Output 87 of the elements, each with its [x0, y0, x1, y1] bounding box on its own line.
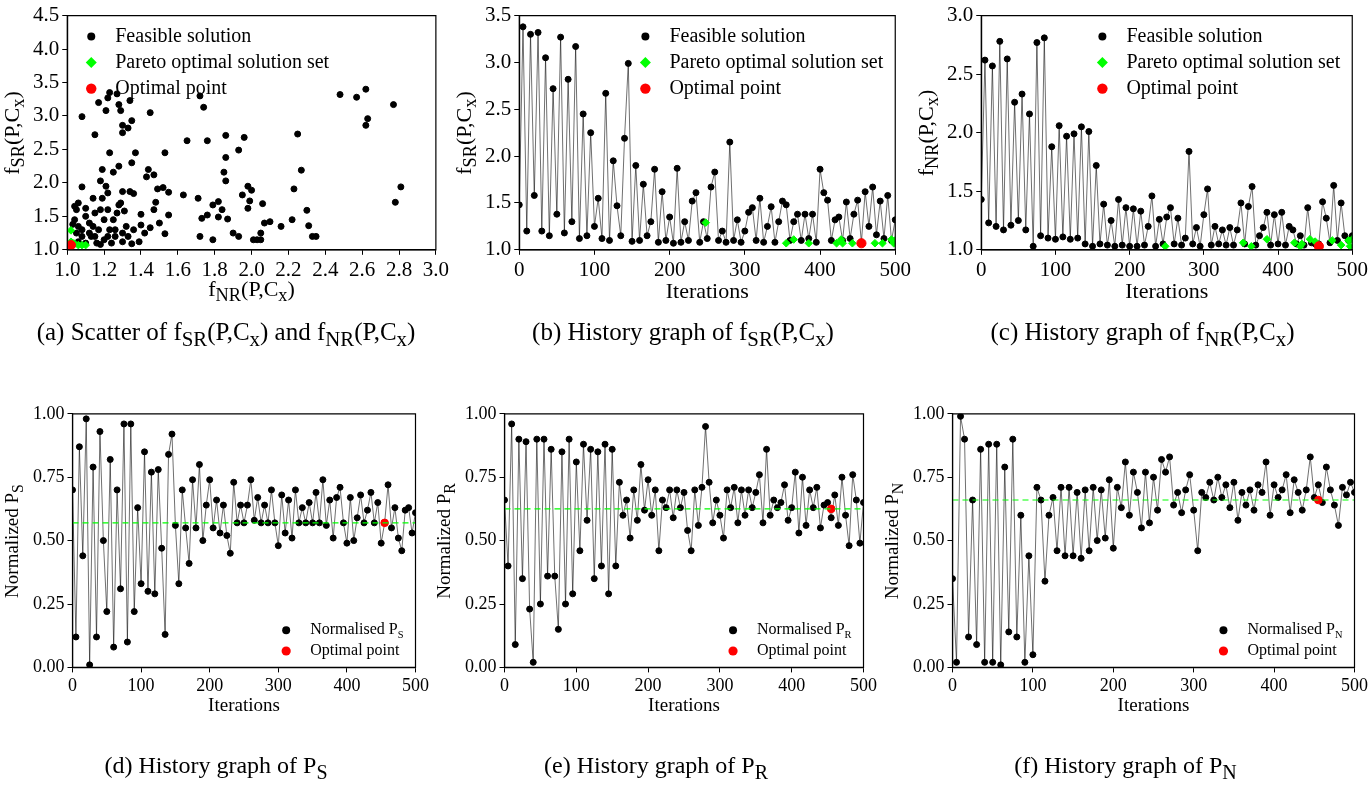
x-axis-title: Iterations [648, 694, 720, 717]
x-tick-label: 300 [706, 674, 734, 695]
y-tick-label: 0.25 [465, 592, 497, 613]
x-tick-label: 300 [1180, 674, 1208, 695]
x-tick-label: 2.6 [349, 256, 376, 281]
x-tick-label: 400 [1262, 256, 1294, 281]
y-tick-label: 3.0 [947, 2, 974, 27]
x-tick-label: 100 [578, 256, 611, 281]
y-tick-label: 0.25 [33, 592, 65, 613]
y-tick-label: 0.50 [465, 529, 497, 550]
y-tick-label: 2.5 [33, 135, 60, 160]
text: (f) History graph of P$_{N}$ [1014, 752, 1237, 784]
y-tick-label: 0.50 [913, 529, 945, 550]
legend-label: Optimal point [115, 75, 228, 99]
y-tick-label: 0.50 [33, 529, 65, 550]
x-tick-label: 2.8 [385, 256, 413, 281]
y-tick-label: 0.75 [33, 465, 65, 486]
y-tick-label: 4.5 [33, 2, 60, 27]
y-tick-label: 2.0 [947, 119, 974, 144]
y-tick-label: 1.0 [947, 236, 974, 261]
text: (e) History graph of P$_{R}$ [544, 752, 768, 784]
x-tick-label: 200 [1099, 674, 1127, 695]
y-tick-label: 0.00 [913, 656, 945, 677]
legend-label: Pareto optimal solution set [669, 49, 884, 73]
y-tick-label: 1.5 [485, 189, 512, 214]
x-tick-label: 400 [804, 256, 836, 281]
y-tick-label: 1.5 [947, 177, 974, 202]
x-tick-label: 100 [1039, 256, 1072, 281]
y-tick-label: 0.00 [465, 656, 497, 677]
x-tick-label: 1.6 [164, 256, 191, 281]
y-tick-label: 0.25 [913, 592, 945, 613]
x-tick-label: 500 [850, 674, 877, 695]
x-tick-label: 0 [948, 674, 957, 695]
x-axis-title: Iterations [1117, 694, 1190, 717]
legend-label: Optimal point [669, 75, 782, 99]
y-tick-label: 2.0 [485, 142, 512, 167]
y-tick-label: 0.00 [33, 656, 65, 677]
legend-label: Optimal point [1126, 75, 1239, 99]
x-tick-label: 200 [196, 674, 224, 695]
x-tick-label: 400 [333, 674, 361, 695]
x-tick-label: 100 [562, 674, 590, 695]
text: (b) History graph of f$_{SR}$(P,C$_{x}$) [532, 318, 834, 352]
x-tick-label: 400 [778, 674, 806, 695]
legend-label: Feasible solution [115, 23, 252, 46]
y-tick-label: 1.0 [485, 236, 512, 261]
x-tick-label: 500 [879, 256, 911, 281]
chart-title: (a) Scatter of f$_{SR}$(P,C$_{x}$) and f$_{NR}$(P,C$_{x}$) [36, 318, 416, 351]
y-tick-label: 3.5 [33, 69, 60, 94]
y-tick-label: 0.75 [913, 465, 945, 486]
legend-label: Pareto optimal solution set [115, 49, 330, 73]
legend-label: Pareto optimal solution set [1126, 49, 1341, 73]
text: (c) History graph of f$_{NR}$(P,C$_{x}$) [990, 318, 1295, 352]
legend-label: Optimal point [310, 641, 401, 660]
y-tick-label: 0.75 [465, 465, 497, 486]
y-tick-label: 3.0 [485, 48, 512, 73]
x-tick-label: 200 [634, 674, 662, 695]
legend-label: Optimal point [757, 641, 847, 660]
y-tick-label: 3.5 [485, 2, 512, 27]
x-tick-label: 100 [127, 674, 155, 695]
y-tick-label: 1.00 [33, 402, 65, 423]
y-tick-label: 1.5 [33, 202, 60, 227]
legend-label: Feasible solution [669, 23, 806, 46]
legend-label: Optimal point [1247, 641, 1338, 660]
x-tick-label: 0 [976, 256, 987, 281]
y-tick-label: 4.0 [33, 35, 60, 60]
y-tick-label: 3.0 [33, 102, 60, 127]
x-axis-title: Iterations [208, 694, 280, 717]
x-tick-label: 1.2 [90, 256, 118, 281]
x-tick-label: 3.0 [422, 256, 449, 281]
x-tick-label: 0 [514, 256, 525, 281]
x-tick-label: 0 [68, 674, 77, 695]
text: (d) History graph of P$_{S}$ [104, 752, 328, 784]
y-tick-label: 2.5 [485, 95, 512, 120]
x-tick-label: 0 [500, 674, 509, 695]
y-tick-label: 2.0 [33, 169, 60, 194]
y-tick-label: 1.00 [465, 402, 497, 423]
x-tick-label: 300 [264, 674, 292, 695]
legend-label: Feasible solution [1126, 23, 1263, 46]
y-tick-label: 2.5 [947, 60, 974, 85]
x-tick-label: 500 [1336, 256, 1368, 281]
x-tick-label: 500 [1341, 674, 1368, 695]
x-tick-label: 500 [402, 674, 429, 695]
x-tick-label: 400 [1260, 674, 1288, 695]
x-tick-label: 2.4 [312, 256, 339, 281]
y-tick-label: 1.00 [913, 402, 945, 423]
x-tick-label: 100 [1019, 674, 1047, 695]
x-tick-label: 1.4 [127, 256, 155, 281]
